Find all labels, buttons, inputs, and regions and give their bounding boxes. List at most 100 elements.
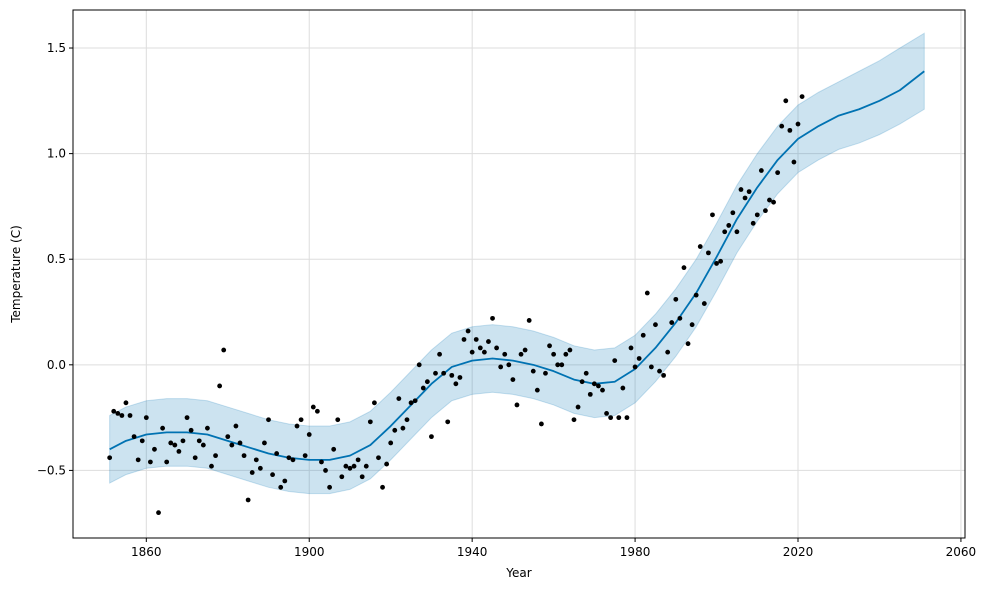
x-axis-ticks: 1860 1900 1940 1980 2020 2060 xyxy=(131,538,976,559)
data-point xyxy=(376,455,381,461)
data-point xyxy=(567,347,573,353)
data-point xyxy=(498,364,504,370)
data-point xyxy=(653,322,658,328)
data-point xyxy=(514,402,520,408)
data-point xyxy=(587,391,593,397)
data-point xyxy=(327,484,332,490)
data-point xyxy=(477,345,483,351)
data-point xyxy=(233,423,239,429)
data-point xyxy=(392,427,398,433)
data-point xyxy=(734,229,740,235)
data-point xyxy=(591,381,597,387)
data-point xyxy=(257,465,263,471)
data-point xyxy=(408,400,414,406)
data-point xyxy=(168,440,174,446)
data-point xyxy=(172,442,178,448)
data-point xyxy=(229,442,235,448)
data-point xyxy=(310,404,316,410)
data-point xyxy=(600,387,605,393)
data-point xyxy=(775,170,781,176)
data-point xyxy=(763,208,768,214)
data-point xyxy=(290,457,296,463)
data-point xyxy=(107,455,113,461)
data-point xyxy=(742,195,748,201)
data-point xyxy=(156,510,161,516)
observed-points-layer xyxy=(107,94,805,516)
x-tick-label: 1980 xyxy=(620,545,651,559)
data-point xyxy=(555,362,561,368)
data-point xyxy=(612,358,618,363)
data-point xyxy=(180,438,186,444)
data-point xyxy=(559,362,565,368)
data-point xyxy=(718,258,724,264)
y-tick-label: 0.0 xyxy=(47,358,66,372)
data-point xyxy=(323,468,328,473)
data-point xyxy=(628,345,634,351)
y-axis-ticks: −0.5 0.0 0.5 1.0 1.5 xyxy=(37,41,73,477)
data-point xyxy=(249,470,255,475)
data-point xyxy=(433,370,438,376)
data-point xyxy=(473,337,479,342)
y-tick-label: 1.0 xyxy=(47,147,66,161)
data-point xyxy=(575,404,581,410)
data-point xyxy=(701,301,707,306)
data-point xyxy=(372,400,377,406)
data-point xyxy=(730,210,736,216)
data-point xyxy=(115,410,121,416)
data-point xyxy=(160,425,166,431)
data-point xyxy=(396,396,402,402)
y-tick-label: 0.5 xyxy=(47,252,66,266)
data-point xyxy=(380,484,385,490)
data-point xyxy=(620,385,626,391)
data-point xyxy=(343,463,349,469)
data-point xyxy=(779,123,785,129)
data-point xyxy=(429,434,434,440)
data-point xyxy=(286,455,292,461)
data-point xyxy=(282,478,288,484)
data-point xyxy=(127,413,133,418)
x-tick-label: 2060 xyxy=(946,545,977,559)
data-point xyxy=(143,415,149,421)
data-point xyxy=(270,472,275,478)
data-point xyxy=(225,434,231,440)
data-point xyxy=(188,427,194,433)
data-point xyxy=(213,453,218,459)
data-point xyxy=(522,347,528,353)
data-point xyxy=(363,463,369,469)
data-point xyxy=(795,121,801,127)
data-point xyxy=(416,362,422,368)
data-point xyxy=(278,484,284,490)
data-point xyxy=(693,292,699,298)
data-point xyxy=(420,385,426,391)
data-point xyxy=(274,451,280,456)
data-point xyxy=(640,332,646,338)
data-point xyxy=(767,197,772,203)
data-point xyxy=(139,438,145,444)
data-point xyxy=(490,315,495,321)
data-point xyxy=(314,408,320,414)
data-point xyxy=(441,370,447,376)
data-point xyxy=(604,410,609,416)
data-point xyxy=(632,364,638,370)
data-point xyxy=(624,415,630,421)
data-point xyxy=(200,442,206,448)
data-point xyxy=(791,159,797,165)
data-point xyxy=(457,375,463,380)
data-point xyxy=(339,474,345,480)
plot-frame xyxy=(72,9,966,539)
x-tick-label: 2020 xyxy=(783,545,814,559)
data-point xyxy=(465,328,471,334)
data-point xyxy=(518,351,524,357)
data-point xyxy=(726,223,732,228)
data-point xyxy=(685,341,691,347)
data-point xyxy=(176,449,182,454)
data-point xyxy=(481,349,487,355)
x-tick-label: 1860 xyxy=(131,545,162,559)
data-point xyxy=(494,345,499,351)
data-point xyxy=(461,337,467,342)
axes xyxy=(72,9,966,539)
data-point xyxy=(404,417,410,423)
data-point xyxy=(388,440,394,446)
x-tick-label: 1900 xyxy=(294,545,325,559)
